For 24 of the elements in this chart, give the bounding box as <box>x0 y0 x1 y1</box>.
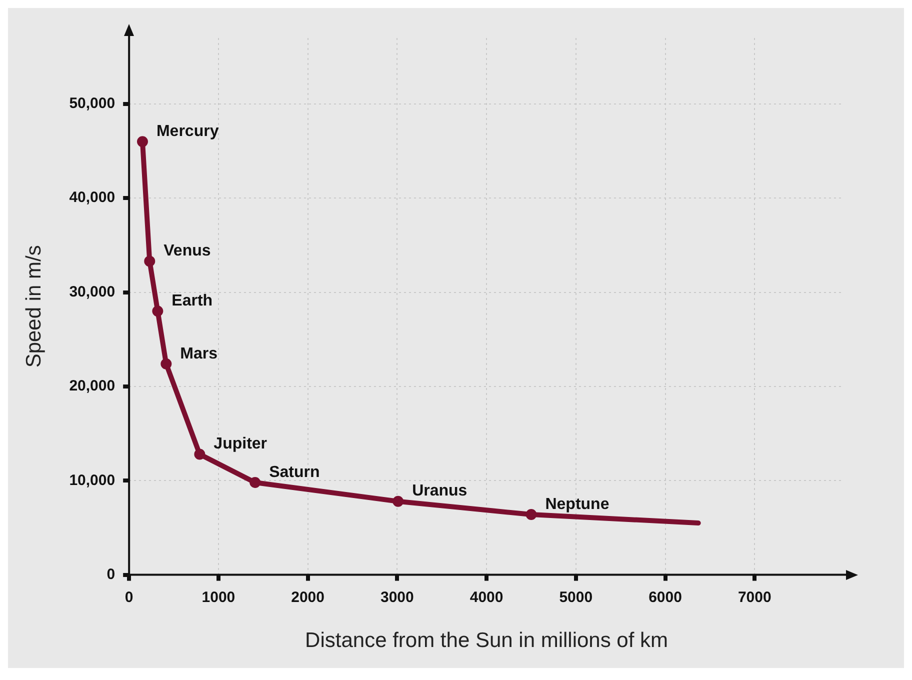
annotation: Mercury <box>156 123 219 140</box>
x-tick-label: 1000 <box>202 588 236 606</box>
x-axis-title: Distance from the Sun in millions of km <box>305 629 668 652</box>
y-tick-label: 40,000 <box>69 189 116 206</box>
x-tick-label: 0 <box>124 588 134 606</box>
x-tick-label: 6000 <box>648 588 682 606</box>
annotation: Uranus <box>412 482 468 500</box>
y-tick-label: 20,000 <box>69 378 116 395</box>
x-tick-label: 5000 <box>559 588 593 606</box>
annotation: Jupiter <box>214 436 268 453</box>
annotation: Saturn <box>269 464 320 481</box>
y-tick-label: 10,000 <box>69 472 116 489</box>
x-tick-label: 2000 <box>291 588 324 606</box>
annotation: Earth <box>172 292 213 310</box>
annotation: Neptune <box>545 496 610 513</box>
annotation: Mars <box>180 345 218 362</box>
x-tick-label: 4000 <box>470 588 504 606</box>
x-tick-label: 7000 <box>738 588 772 606</box>
y-axis-title: Speed in m/s <box>22 245 46 368</box>
y-tick-label: 30,000 <box>69 283 116 300</box>
x-tick-label: 3000 <box>380 588 414 606</box>
y-tick-label: 50,000 <box>69 95 116 112</box>
annotation: Venus <box>164 242 211 260</box>
y-tick-label: 0 <box>106 566 116 583</box>
